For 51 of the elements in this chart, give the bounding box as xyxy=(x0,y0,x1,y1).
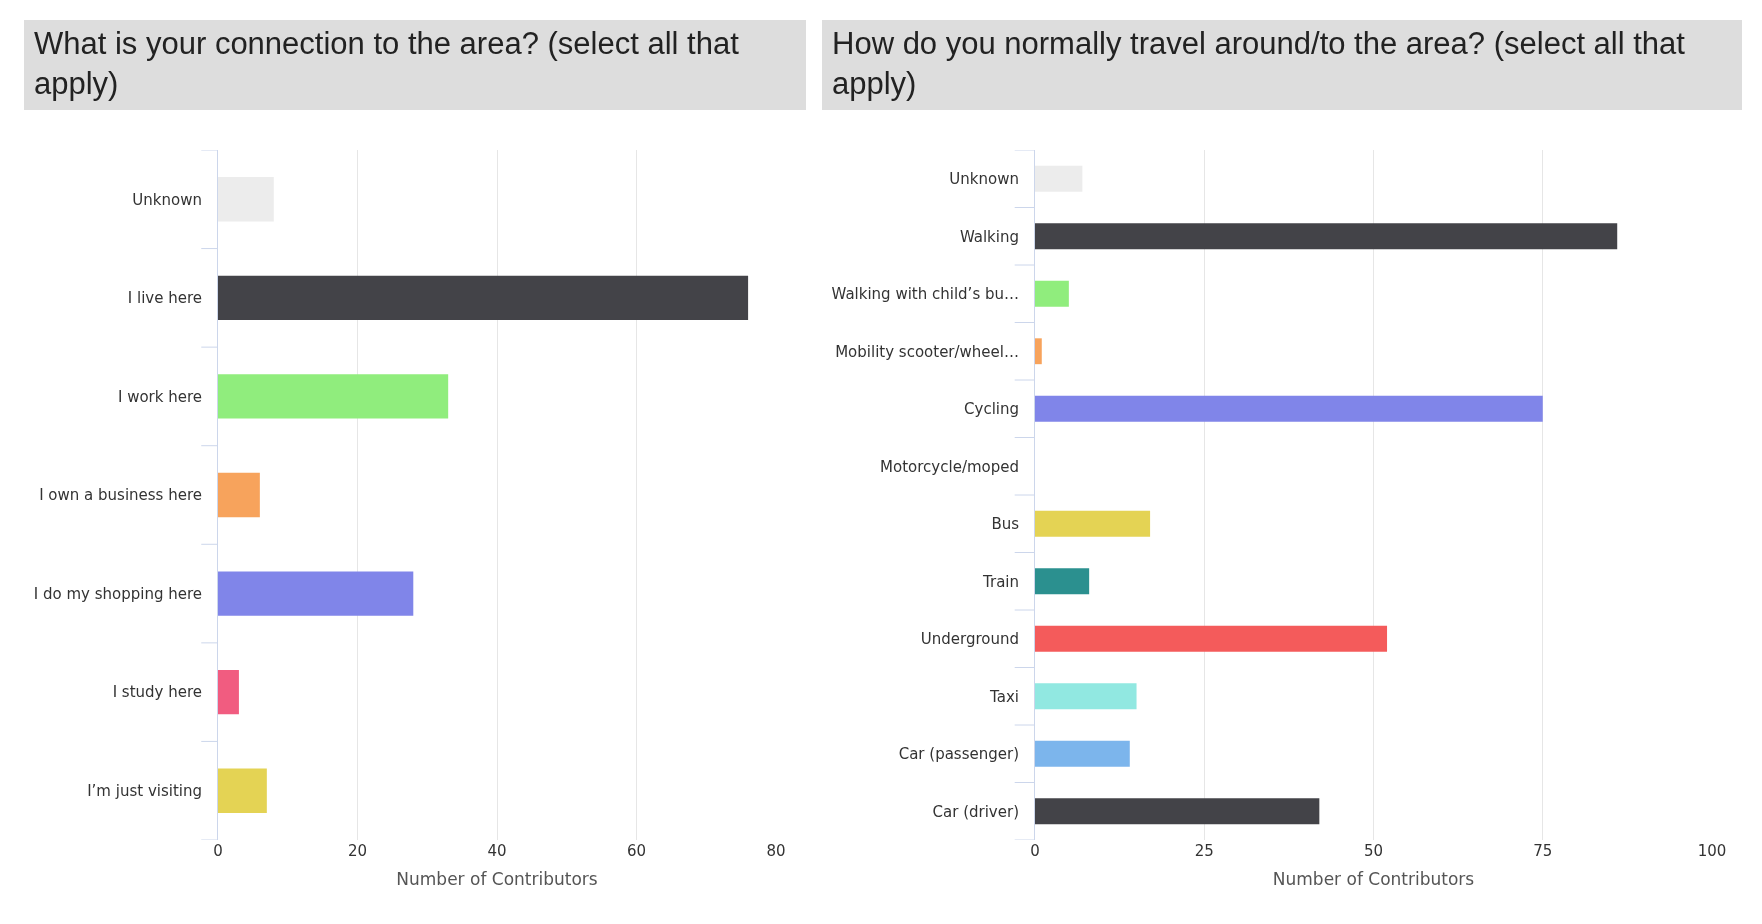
bar xyxy=(1035,740,1130,767)
y-tick-label: Cycling xyxy=(964,400,1019,418)
y-tick-label: Bus xyxy=(991,515,1020,533)
y-tick-label: I work here xyxy=(117,387,202,406)
x-axis-title: Number of Contributors xyxy=(396,869,598,890)
bar xyxy=(1035,338,1042,365)
y-tick-label: Car (driver) xyxy=(932,802,1019,821)
x-axis-title: Number of Contributors xyxy=(1272,869,1475,890)
bar xyxy=(218,571,414,616)
bar xyxy=(1035,395,1543,422)
y-tick-label: Mobility scooter/wheel… xyxy=(835,342,1019,361)
x-tick-label: 50 xyxy=(1363,842,1384,860)
bar xyxy=(218,374,449,419)
y-tick-label: I’m just visiting xyxy=(87,781,202,800)
x-tick-label: 0 xyxy=(213,842,223,860)
bar xyxy=(1035,510,1151,537)
y-tick-label: Car (passenger) xyxy=(898,745,1019,763)
bar xyxy=(218,177,274,222)
y-tick-label: Unknown xyxy=(132,190,202,209)
bar xyxy=(218,472,260,518)
bar xyxy=(218,768,267,813)
chart-title: How do you normally travel around/to the area? (select all that apply) xyxy=(822,20,1742,110)
x-tick-label: 40 xyxy=(487,842,507,860)
bar xyxy=(1035,683,1137,710)
x-tick-label: 0 xyxy=(1030,842,1040,860)
bar xyxy=(1035,223,1618,250)
y-tick-label: I live here xyxy=(127,289,202,308)
y-tick-label: Walking with child’s bu… xyxy=(831,285,1019,303)
x-tick-label: 100 xyxy=(1697,842,1727,860)
y-tick-label: Unknown xyxy=(949,170,1019,188)
bar xyxy=(218,669,239,715)
y-tick-label: Motorcycle/moped xyxy=(880,457,1019,476)
bar xyxy=(1035,798,1320,825)
x-tick-label: 25 xyxy=(1194,842,1214,860)
bar xyxy=(1035,568,1090,595)
bar xyxy=(1035,165,1083,192)
y-tick-label: I study here xyxy=(112,683,202,702)
bar xyxy=(1035,280,1069,307)
y-tick-label: I do my shopping here xyxy=(33,584,202,603)
x-tick-label: 60 xyxy=(626,842,647,860)
y-tick-label: Taxi xyxy=(989,687,1019,706)
bar xyxy=(1035,625,1388,652)
y-tick-label: Underground xyxy=(920,630,1019,648)
chart-title: What is your connection to the area? (select all that apply) xyxy=(24,20,806,110)
y-tick-label: Train xyxy=(982,572,1019,591)
y-tick-label: Walking xyxy=(959,227,1019,246)
y-tick-label: I own a business here xyxy=(39,486,202,505)
bar xyxy=(218,275,749,321)
x-tick-label: 80 xyxy=(766,842,786,860)
x-tick-label: 75 xyxy=(1533,842,1553,860)
x-tick-label: 20 xyxy=(347,842,368,860)
